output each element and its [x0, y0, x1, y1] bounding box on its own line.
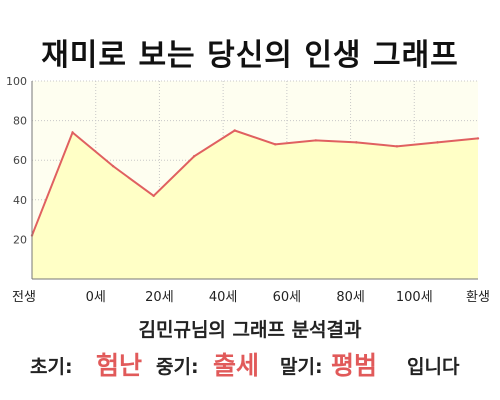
data-point — [192, 155, 196, 158]
late-value: 평범 — [331, 351, 378, 380]
x-tick-label: 전생 — [12, 290, 36, 305]
x-tick-label: 60세 — [273, 290, 302, 305]
data-point — [476, 137, 480, 140]
x-tick-label: 40세 — [209, 290, 238, 305]
y-tick-label: 20 — [13, 233, 27, 246]
early-label: 초기: — [30, 356, 73, 378]
late-label: 말기: — [280, 356, 323, 378]
data-point — [314, 139, 318, 142]
middle-label: 중기: — [156, 356, 199, 378]
x-tick-label: 환생 — [466, 290, 490, 305]
series-line — [31, 129, 479, 236]
y-tick-label: 100 — [6, 75, 27, 88]
data-point — [436, 141, 439, 144]
y-tick-label: 80 — [13, 115, 27, 128]
data-point — [274, 143, 277, 146]
series-area — [32, 130, 478, 279]
data-point — [111, 164, 115, 168]
page-title: 재미로 보는 당신의 인생 그래프 — [41, 38, 459, 73]
x-tick-label: 80세 — [336, 290, 365, 305]
data-point — [395, 145, 399, 148]
data-point — [233, 129, 236, 132]
x-tick-label: 0세 — [86, 290, 106, 305]
x-tick-label: 20세 — [145, 290, 174, 305]
y-tick-label: 40 — [13, 194, 27, 207]
data-point — [355, 141, 358, 144]
analysis-result: 초기: 험난 중기: 출세 말기: 평범 입니다 — [0, 344, 500, 384]
data-point — [71, 131, 74, 134]
result-ending: 입니다 — [407, 356, 460, 378]
analysis-summary: 김민규님의 그래프 분석결과 — [138, 319, 362, 341]
x-tick-label: 100세 — [396, 290, 433, 305]
middle-value: 출세 — [213, 351, 260, 380]
y-tick-label: 60 — [13, 154, 27, 167]
data-point — [152, 194, 155, 198]
early-value: 험난 — [96, 351, 143, 380]
